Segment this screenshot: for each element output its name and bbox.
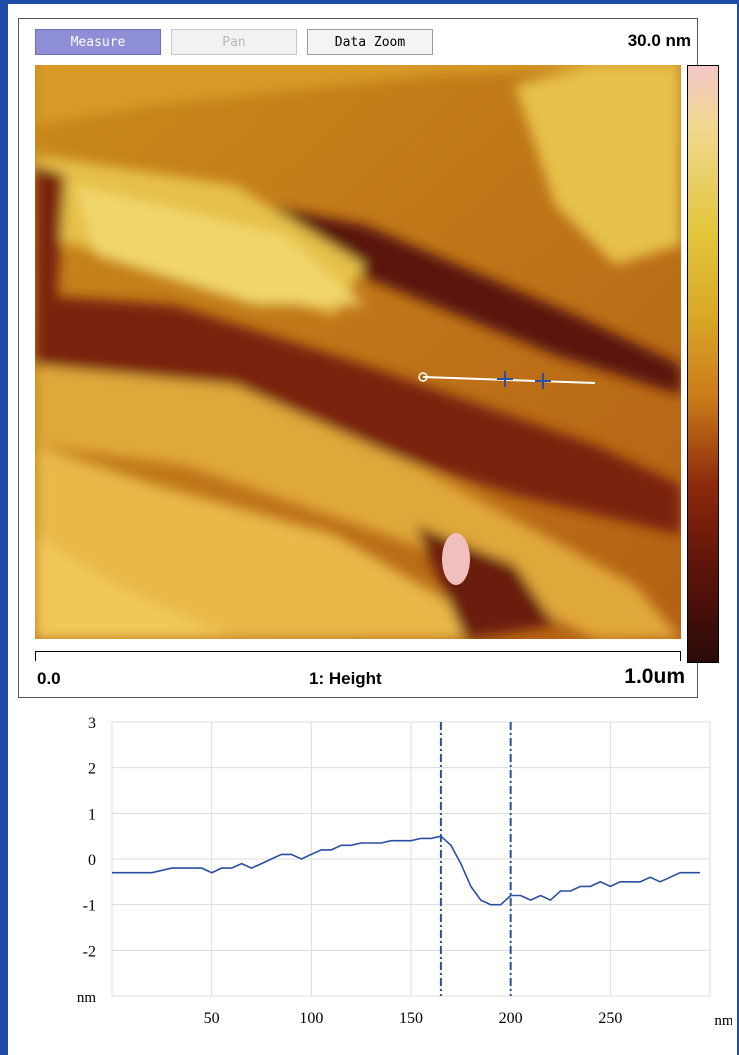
x-axis-unit-label: nm [714, 1013, 732, 1029]
y-tick-label: -1 [83, 898, 96, 915]
x-tick-label: 200 [499, 1010, 523, 1027]
image-x-axis [35, 651, 681, 661]
window-frame-right [737, 0, 739, 1055]
x-tick-label: 150 [399, 1010, 423, 1027]
measure-button[interactable]: Measure [35, 29, 161, 55]
particle-feature [442, 533, 470, 585]
x-axis-min-label: 0.0 [37, 669, 61, 688]
channel-label: 1: Height [309, 669, 382, 688]
y-tick-label: 2 [88, 761, 96, 778]
data-zoom-button[interactable]: Data Zoom [307, 29, 433, 55]
plot-area [111, 721, 711, 997]
y-tick-label: -2 [83, 943, 96, 960]
section-start-handle[interactable] [418, 372, 428, 382]
afm-height-image[interactable] [35, 65, 681, 639]
x-axis-max-label: 1.0um [624, 665, 685, 688]
y-tick-label: 3 [88, 715, 96, 732]
window-frame-left [0, 0, 8, 1055]
section-cursor-1[interactable] [497, 371, 513, 387]
section-cursor-2[interactable] [535, 373, 551, 389]
y-tick-label: 1 [88, 806, 96, 823]
y-axis-unit-label: nm [77, 990, 97, 1006]
pan-button[interactable]: Pan [171, 29, 297, 55]
x-tick-label: 50 [204, 1010, 220, 1027]
height-scale-max-label: 30.0 nm [627, 31, 691, 50]
y-tick-label: 0 [88, 852, 96, 869]
height-profile-line [112, 835, 700, 906]
section-profile-chart[interactable]: 3 2 1 0 -1 -2 50 100 150 200 250 nm nm [20, 710, 732, 1050]
window-frame-top [0, 0, 739, 4]
x-tick-label: 100 [299, 1010, 323, 1027]
height-colorbar [687, 65, 719, 663]
x-tick-label: 250 [598, 1010, 622, 1027]
image-panel: Measure Pan Data Zoom 30.0 nm [18, 18, 719, 698]
